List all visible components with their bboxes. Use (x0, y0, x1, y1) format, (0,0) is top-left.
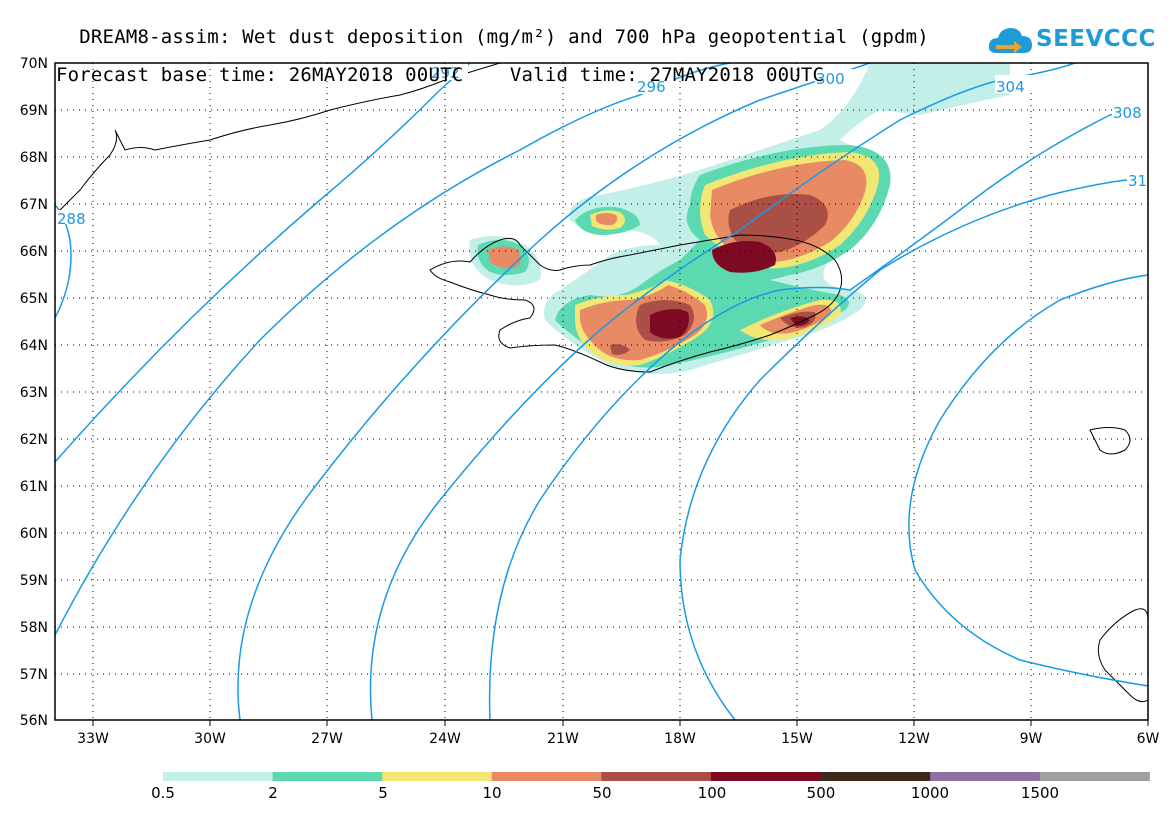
contour-308 (488, 107, 1148, 720)
lon-label: 18W (664, 731, 696, 747)
legend-labels: 0.5 2 5 10 50 100 500 1000 1500 (151, 784, 1059, 802)
contour-label-31: 31 (1128, 172, 1147, 190)
contour-label-304: 304 (996, 78, 1025, 96)
lat-label: 59N (20, 573, 48, 589)
scotland-coast (1097, 608, 1148, 703)
legend-label: 10 (482, 784, 501, 802)
lon-label: 21W (547, 731, 579, 747)
color-legend: 0.5 2 5 10 50 100 500 1000 1500 (151, 772, 1150, 802)
contour-label-288: 288 (57, 210, 86, 228)
legend-label: 5 (378, 784, 388, 802)
legend-swatch (491, 772, 602, 781)
lat-label: 60N (20, 526, 48, 542)
legend-label: 1000 (911, 784, 949, 802)
legend-swatch (272, 772, 383, 781)
faroe-islands-coast (1089, 427, 1131, 455)
lon-label: 33W (77, 731, 109, 747)
legend-swatch (711, 772, 822, 781)
legend-swatch (930, 772, 1041, 781)
legend-label: 2 (268, 784, 278, 802)
contour-300 (237, 63, 871, 720)
contour-316 (908, 274, 1148, 687)
contour-labels: 288 292 296 300 304 308 31 (55, 64, 1148, 228)
lat-label: 58N (20, 620, 48, 636)
legend-swatches (163, 772, 1150, 781)
lon-label: 27W (311, 731, 343, 747)
legend-label: 0.5 (151, 784, 175, 802)
contour-label-308: 308 (1113, 104, 1142, 122)
lat-label: 68N (20, 150, 48, 166)
gridlines (55, 63, 1148, 720)
legend-swatch (1039, 772, 1150, 781)
lon-label: 15W (781, 731, 813, 747)
legend-swatch (382, 772, 493, 781)
lat-label: 64N (20, 338, 48, 354)
title-line-2: Forecast base time: 26MAY2018 00UTC Vali… (56, 64, 825, 86)
seevccc-logo: SEEVCCC (988, 22, 1155, 58)
lat-label: 63N (20, 385, 48, 401)
legend-swatch (601, 772, 712, 781)
legend-label: 1500 (1021, 784, 1059, 802)
dust-deposition-field (469, 63, 1010, 374)
legend-label: 100 (698, 784, 727, 802)
contour-296 (55, 63, 731, 636)
lat-label: 65N (20, 291, 48, 307)
longitude-labels: 33W 30W 27W 24W 21W 18W 15W 12W 9W 6W (77, 731, 1159, 747)
lat-label: 56N (20, 713, 48, 729)
figure-title: DREAM8-assim: Wet dust deposition (mg/m²… (56, 9, 929, 104)
axis-ticks (92, 720, 1149, 726)
iceland-coast (429, 234, 843, 373)
contour-304 (369, 63, 1076, 720)
contour-label-300: 300 (816, 70, 845, 88)
title-line-1: DREAM8-assim: Wet dust deposition (mg/m²… (79, 26, 929, 48)
latitude-labels: 70N 69N 68N 67N 66N 65N 64N 63N 62N 61N … (20, 56, 48, 729)
lat-label: 70N (20, 56, 48, 72)
contour-312 (679, 177, 1148, 720)
greenland-coast (55, 63, 501, 216)
lat-label: 67N (20, 197, 48, 213)
lat-label: 62N (20, 432, 48, 448)
lat-label: 69N (20, 103, 48, 119)
lat-label: 66N (20, 244, 48, 260)
legend-label: 50 (592, 784, 611, 802)
cloud-arrow-icon (988, 28, 1032, 53)
lon-label: 9W (1020, 731, 1043, 747)
contour-label-296: 296 (637, 78, 666, 96)
contour-292 (55, 63, 471, 463)
map-frame (54, 62, 1149, 721)
lat-label: 57N (20, 667, 48, 683)
logo-text: SEEVCCC (1036, 26, 1156, 52)
lon-label: 12W (898, 731, 930, 747)
legend-swatch (820, 772, 931, 781)
geopotential-contours (55, 63, 1148, 720)
lon-label: 24W (429, 731, 461, 747)
contour-label-292: 292 (431, 64, 460, 82)
lon-label: 30W (194, 731, 226, 747)
lon-label: 6W (1137, 731, 1160, 747)
legend-swatch (163, 772, 274, 781)
coastlines (55, 63, 1148, 703)
lat-label: 61N (20, 479, 48, 495)
legend-label: 500 (807, 784, 836, 802)
